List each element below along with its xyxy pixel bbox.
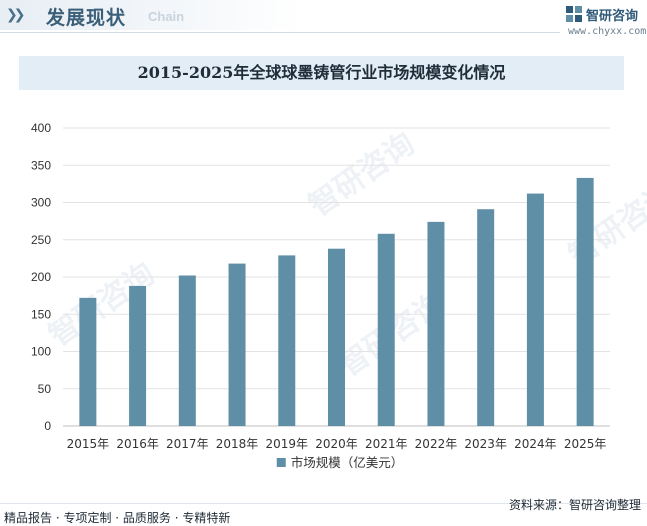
brand-logo-icon	[566, 6, 582, 22]
y-tick-label: 250	[31, 233, 51, 247]
x-tick-label: 2025年	[564, 437, 607, 451]
x-tick-label: 2022年	[415, 437, 458, 451]
footer-source: 资料来源：智研咨询整理	[508, 498, 641, 512]
footer-divider	[0, 503, 647, 504]
section-title: 发展现状	[46, 7, 127, 29]
header-band	[0, 0, 300, 30]
header-bar: ❯❯ 发展现状 Chain 智研咨询 www.chyxx.com	[0, 0, 647, 40]
x-tick-label: 2019年	[265, 437, 308, 451]
x-tick-label: 2017年	[166, 437, 209, 451]
header-divider	[0, 32, 560, 33]
y-tick-label: 100	[31, 345, 51, 359]
y-tick-label: 300	[31, 196, 51, 210]
legend-swatch	[276, 458, 286, 467]
bar	[278, 255, 296, 426]
footer-tagline: 精品报告 · 专项定制 · 品质服务 · 专精特新	[4, 511, 231, 525]
bar	[477, 209, 495, 426]
bar	[79, 297, 97, 426]
x-tick-label: 2015年	[67, 437, 110, 451]
y-tick-label: 200	[31, 270, 51, 284]
x-tick-label: 2020年	[315, 437, 358, 451]
x-tick-label: 2018年	[216, 437, 259, 451]
bar	[178, 275, 196, 426]
bar-chart: 0 50 100 150 200 250 300 350 400 2015年 2016年 2017年 2…	[31, 121, 610, 470]
x-tick-label: 2023年	[464, 437, 507, 451]
chart-title-box: 2015-2025年全球球墨铸管行业市场规模变化情况	[19, 56, 624, 90]
y-tick-label: 0	[44, 419, 51, 433]
x-tick-label: 2016年	[116, 437, 159, 451]
brand-logo: 智研咨询 www.chyxx.com	[566, 4, 647, 38]
bar	[576, 177, 594, 426]
bar	[328, 248, 345, 426]
y-tick-label: 50	[38, 382, 52, 396]
x-tick-label: 2024年	[514, 437, 557, 451]
bar	[526, 193, 544, 426]
y-tick-label: 350	[31, 158, 51, 172]
brand-url: www.chyxx.com	[568, 26, 647, 37]
double-chevron-icon: ❯❯	[6, 7, 26, 23]
bar	[129, 285, 147, 426]
section-subtitle: Chain	[148, 9, 185, 24]
bar	[228, 263, 246, 426]
bar	[377, 233, 395, 426]
chart-title: 2015-2025年全球球墨铸管行业市场规模变化情况	[137, 63, 506, 82]
legend-label: 市场规模（亿美元）	[291, 455, 404, 470]
brand-name: 智研咨询	[586, 9, 639, 24]
y-tick-label: 400	[31, 121, 51, 135]
x-tick-label: 2021年	[365, 437, 408, 451]
bar	[427, 221, 445, 426]
y-tick-label: 150	[31, 307, 51, 321]
